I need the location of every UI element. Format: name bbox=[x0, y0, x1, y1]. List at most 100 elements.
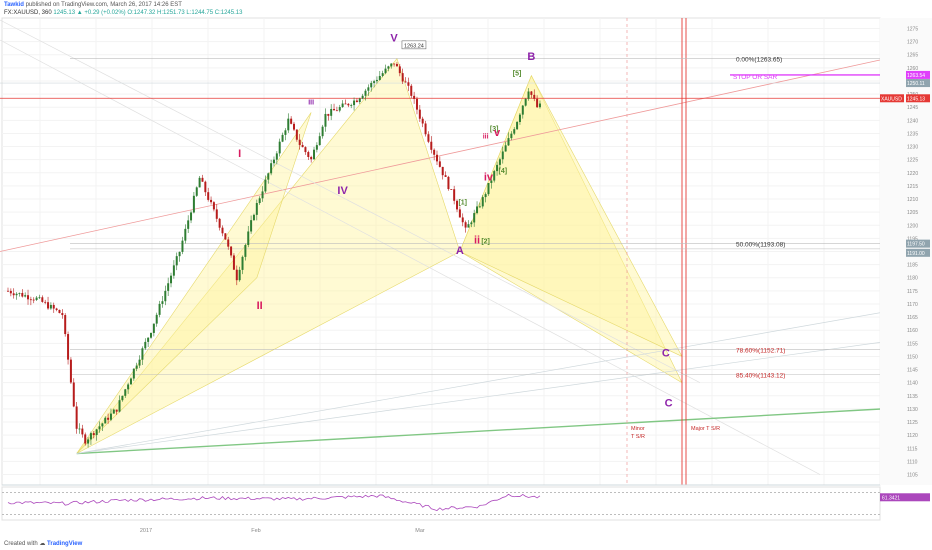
wave-label: II bbox=[257, 300, 263, 312]
rsi-frame bbox=[1, 486, 881, 521]
candle-body bbox=[87, 439, 90, 444]
candle-body bbox=[370, 82, 373, 88]
candle-body bbox=[138, 359, 141, 366]
candle-body bbox=[353, 100, 356, 106]
price-tick-label: 1215 bbox=[907, 184, 918, 190]
candle-body bbox=[155, 314, 158, 324]
price-tick-label: 1180 bbox=[907, 276, 918, 282]
v-top-tag: 1263.24 bbox=[401, 40, 427, 49]
candle-body bbox=[481, 197, 484, 207]
candle-body bbox=[344, 103, 347, 105]
price-tag-text: 1263.54 bbox=[907, 73, 925, 79]
pattern-fills bbox=[76, 58, 683, 454]
candle-body bbox=[190, 212, 193, 221]
rsi-panel: 61.3421 bbox=[1, 486, 930, 521]
candle-body bbox=[207, 192, 210, 200]
candle-body bbox=[198, 177, 201, 188]
price-tick-label: 1195 bbox=[907, 236, 918, 242]
candle-body bbox=[29, 299, 32, 301]
candle-body bbox=[533, 94, 536, 99]
minor-label: Minor bbox=[631, 426, 645, 432]
ohlc-readout: 1245.13 ▲ +0.29 (+0.02%) O:1247.32 H:125… bbox=[53, 10, 243, 16]
candle-body bbox=[321, 126, 324, 137]
candle-body bbox=[333, 108, 336, 111]
candle-body bbox=[304, 147, 307, 153]
candle-body bbox=[7, 290, 9, 292]
candle-body bbox=[461, 217, 464, 223]
candle-body bbox=[181, 240, 184, 252]
candle-body bbox=[507, 138, 510, 146]
candle-body bbox=[393, 63, 396, 65]
wave-label: III bbox=[308, 100, 314, 107]
candle-body bbox=[235, 269, 238, 281]
grid bbox=[1, 17, 881, 486]
candle-body bbox=[144, 341, 147, 349]
wave-label: iii bbox=[483, 134, 489, 141]
candle-body bbox=[41, 297, 44, 302]
candle-body bbox=[318, 136, 321, 146]
candle-body bbox=[464, 222, 467, 228]
price-tag-text: 1245.13 bbox=[907, 96, 925, 102]
candle-body bbox=[44, 301, 47, 303]
candle-body bbox=[78, 428, 81, 430]
wave-label: ii bbox=[474, 235, 480, 247]
candle-body bbox=[447, 176, 450, 190]
candle-body bbox=[18, 292, 21, 294]
candle-body bbox=[218, 218, 221, 228]
created-with-text: Created with bbox=[4, 541, 38, 547]
candle-body bbox=[152, 323, 155, 333]
price-tick-label: 1260 bbox=[907, 66, 918, 72]
candle-body bbox=[373, 81, 376, 83]
candle-body bbox=[387, 66, 390, 69]
candle-body bbox=[301, 144, 304, 148]
footer: Created with ☁ TradingView bbox=[4, 540, 82, 547]
candle-body bbox=[27, 295, 30, 300]
v-top-tag-text: 1263.24 bbox=[404, 43, 424, 49]
candle-body bbox=[453, 189, 456, 201]
candle-body bbox=[501, 151, 504, 160]
candle-body bbox=[361, 95, 364, 99]
price-tick-label: 1160 bbox=[907, 328, 918, 334]
publisher-name[interactable]: Tawkid bbox=[4, 2, 24, 8]
candle-body bbox=[258, 198, 261, 204]
candle-body bbox=[161, 301, 164, 304]
candle-body bbox=[364, 90, 367, 96]
candle-body bbox=[112, 409, 115, 414]
candle-body bbox=[418, 109, 421, 119]
candle-body bbox=[212, 202, 215, 210]
candle-body bbox=[436, 154, 438, 162]
published-text: published on TradingView.com, March 26, … bbox=[25, 2, 182, 8]
wave-label: C bbox=[662, 347, 670, 359]
candle-body bbox=[493, 171, 496, 181]
stop-label: STOP OR SAR bbox=[733, 74, 777, 81]
candle-body bbox=[390, 63, 393, 67]
price-tick-label: 1185 bbox=[907, 263, 918, 269]
time-tick-label: Mar bbox=[415, 528, 425, 534]
candle-body bbox=[129, 378, 132, 385]
candle-body bbox=[38, 297, 41, 299]
candle-body bbox=[473, 213, 476, 223]
candle-body bbox=[278, 141, 281, 154]
price-tick-label: 1135 bbox=[907, 394, 918, 400]
candle-body bbox=[476, 206, 479, 214]
candle-body bbox=[115, 409, 118, 412]
tradingview-brand[interactable]: TradingView bbox=[47, 541, 83, 547]
candle-body bbox=[81, 428, 84, 435]
price-tick-label: 1125 bbox=[907, 420, 918, 426]
candle-body bbox=[438, 161, 441, 167]
candle-body bbox=[49, 304, 52, 309]
price-tick-label: 1245 bbox=[907, 105, 918, 111]
price-tick-label: 1140 bbox=[907, 381, 918, 387]
price-tick-label: 1120 bbox=[907, 433, 918, 439]
candle-body bbox=[350, 105, 353, 106]
price-tick-label: 1170 bbox=[907, 302, 918, 308]
candle-body bbox=[92, 433, 95, 436]
candle-body bbox=[172, 265, 175, 276]
candle-body bbox=[384, 68, 387, 74]
candle-body bbox=[141, 348, 144, 360]
symbol-label[interactable]: FX:XAUUSD, 360 bbox=[4, 10, 52, 16]
candle-body bbox=[424, 123, 427, 135]
candle-body bbox=[307, 152, 310, 157]
candle-body bbox=[72, 382, 75, 407]
